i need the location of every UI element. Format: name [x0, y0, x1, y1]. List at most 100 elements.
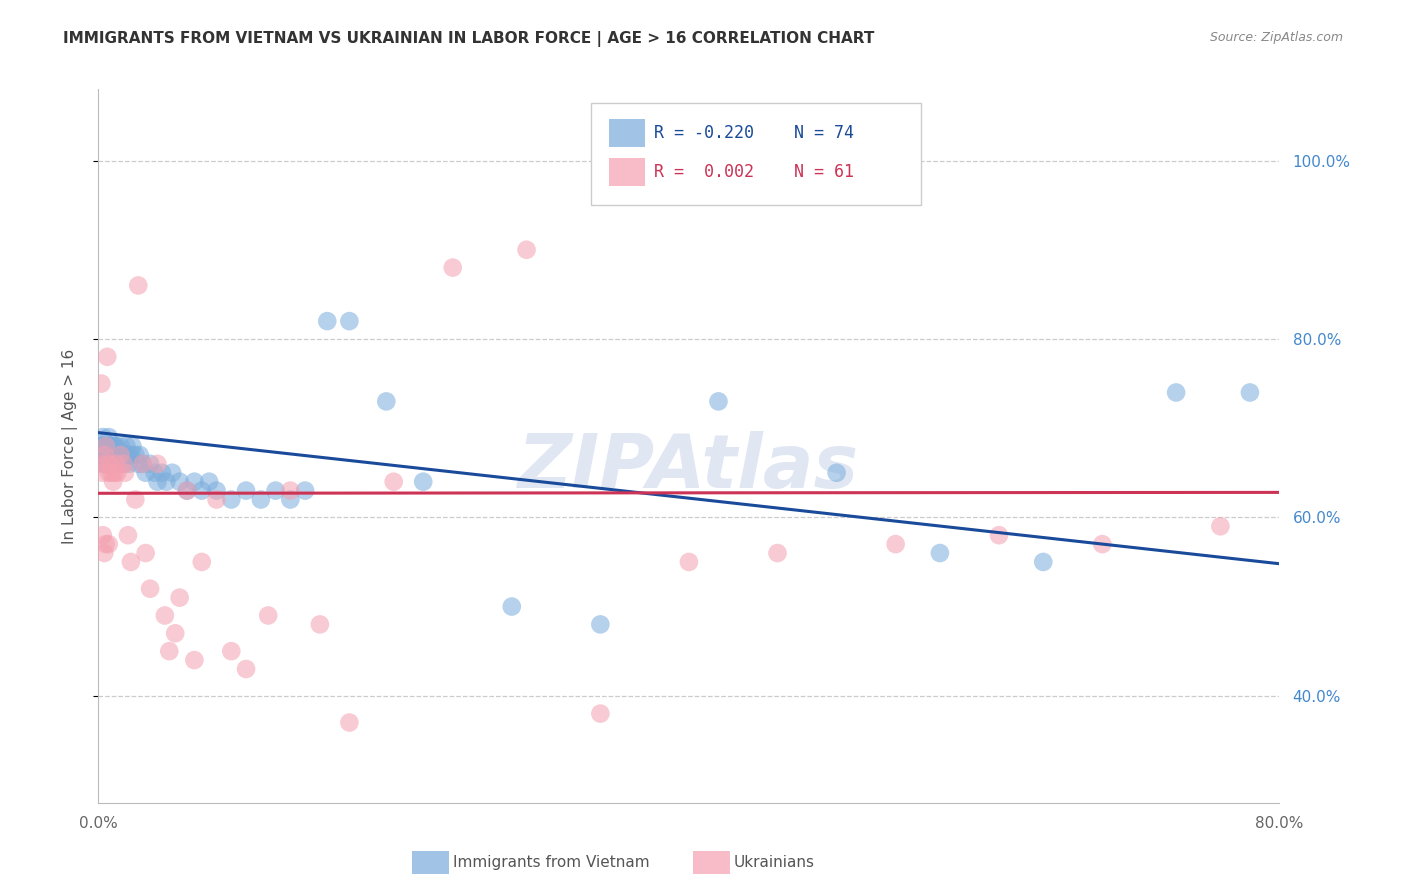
Point	[132, 457, 155, 471]
Point	[98, 457, 121, 471]
Point	[278, 483, 302, 498]
Point	[169, 475, 191, 489]
Point	[146, 457, 169, 471]
Point	[257, 608, 280, 623]
Point	[135, 466, 157, 480]
Point	[1350, 537, 1372, 551]
Y-axis label: In Labor Force | Age > 16: In Labor Force | Age > 16	[62, 349, 77, 543]
Point	[316, 314, 339, 328]
Point	[121, 439, 143, 453]
Point	[96, 457, 118, 471]
Point	[91, 448, 114, 462]
Point	[501, 599, 523, 614]
Point	[183, 475, 205, 489]
Point	[97, 448, 120, 462]
Point	[162, 466, 183, 480]
Point	[132, 457, 155, 471]
Point	[104, 448, 127, 462]
Point	[111, 448, 134, 462]
Point	[339, 715, 360, 730]
Point	[105, 457, 128, 471]
Point	[103, 475, 125, 489]
Point	[198, 475, 221, 489]
Point	[91, 439, 114, 453]
Point	[97, 466, 120, 480]
Point	[124, 448, 146, 462]
Point	[96, 448, 118, 462]
Point	[150, 466, 173, 480]
Point	[117, 528, 139, 542]
Point	[1032, 555, 1054, 569]
Point	[1327, 555, 1350, 569]
Point	[97, 439, 120, 453]
Point	[90, 376, 112, 391]
Point	[107, 466, 129, 480]
Point	[143, 466, 166, 480]
Text: R =  0.002    N = 61: R = 0.002 N = 61	[654, 163, 853, 181]
Point	[589, 617, 612, 632]
Text: Ukrainians: Ukrainians	[734, 855, 815, 870]
Point	[89, 448, 111, 462]
Point	[120, 555, 142, 569]
Point	[90, 448, 112, 462]
Point	[766, 546, 789, 560]
Point	[139, 582, 162, 596]
Point	[90, 439, 112, 453]
Point	[339, 314, 360, 328]
Point	[100, 439, 122, 453]
Point	[278, 492, 302, 507]
Point	[165, 626, 187, 640]
Point	[1091, 537, 1114, 551]
Point	[1346, 546, 1368, 560]
Point	[264, 483, 287, 498]
Point	[120, 448, 142, 462]
Point	[98, 439, 121, 453]
Point	[219, 492, 242, 507]
Point	[91, 466, 114, 480]
Point	[117, 448, 139, 462]
Point	[96, 350, 118, 364]
Text: Source: ZipAtlas.com: Source: ZipAtlas.com	[1209, 31, 1343, 45]
Point	[1312, 546, 1334, 560]
Point	[94, 439, 117, 453]
Point	[128, 448, 150, 462]
Point	[235, 483, 257, 498]
Point	[94, 537, 117, 551]
Point	[191, 483, 214, 498]
Point	[93, 439, 115, 453]
Point	[205, 483, 228, 498]
Point	[884, 537, 907, 551]
Point	[139, 457, 162, 471]
Point	[112, 457, 135, 471]
Point	[103, 448, 125, 462]
Point	[97, 430, 120, 444]
Point	[114, 448, 136, 462]
Point	[110, 439, 132, 453]
Point	[928, 546, 950, 560]
Point	[153, 608, 176, 623]
Text: Immigrants from Vietnam: Immigrants from Vietnam	[453, 855, 650, 870]
Point	[441, 260, 464, 275]
Point	[89, 457, 111, 471]
Point	[100, 448, 122, 462]
Point	[250, 492, 273, 507]
Point	[107, 448, 129, 462]
Point	[94, 457, 117, 471]
Text: IMMIGRANTS FROM VIETNAM VS UKRAINIAN IN LABOR FORCE | AGE > 16 CORRELATION CHART: IMMIGRANTS FROM VIETNAM VS UKRAINIAN IN …	[63, 31, 875, 47]
Point	[191, 555, 214, 569]
Point	[107, 457, 129, 471]
Point	[294, 483, 316, 498]
Point	[91, 430, 114, 444]
Point	[94, 439, 117, 453]
Point	[104, 466, 127, 480]
Point	[118, 457, 141, 471]
Point	[205, 492, 228, 507]
Point	[114, 466, 136, 480]
Point	[93, 448, 115, 462]
Point	[112, 457, 135, 471]
Point	[98, 457, 121, 471]
Point	[155, 475, 177, 489]
Point	[1334, 546, 1357, 560]
Point	[135, 546, 157, 560]
Point	[115, 439, 138, 453]
